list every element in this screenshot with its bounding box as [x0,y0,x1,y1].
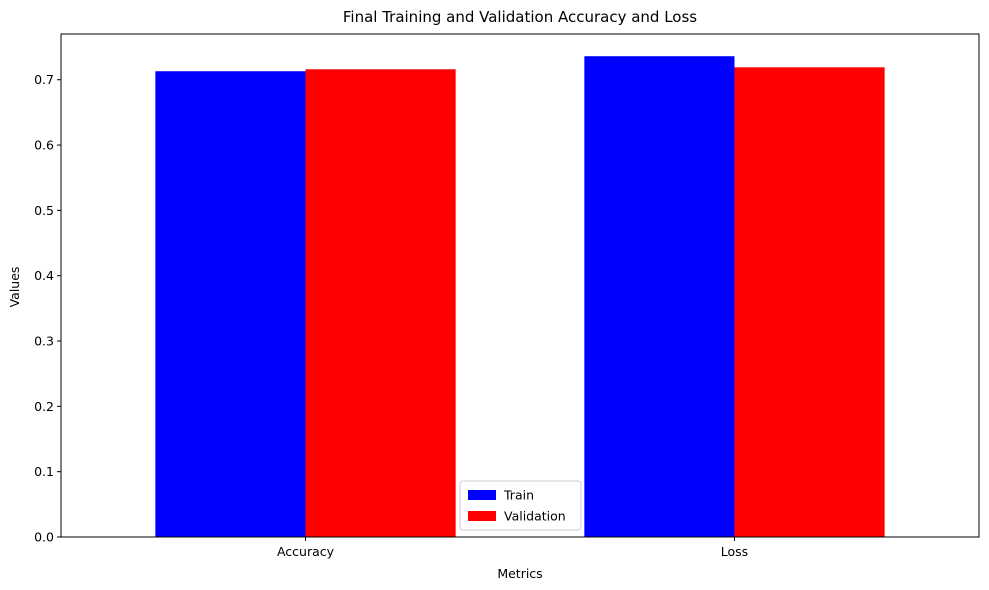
y-tick-label: 0.7 [34,72,54,87]
chart-title: Final Training and Validation Accuracy a… [343,8,697,26]
bar-train-loss [584,56,735,537]
y-tick-label: 0.3 [34,334,54,349]
x-tick-label: Accuracy [277,544,335,559]
legend: Train Validation [459,480,582,531]
y-tick-label: 0.0 [34,530,54,545]
y-tick-label: 0.6 [34,138,54,153]
y-axis-title: Values [7,267,22,308]
y-axis-ticks: 0.0 0.1 0.2 0.3 0.4 0.5 0.6 0.7 [34,72,61,545]
y-tick-label: 0.2 [34,399,54,414]
legend-swatch-train [468,490,496,500]
bar-train-accuracy [155,71,306,538]
x-axis-ticks: Accuracy Loss [277,537,748,559]
y-tick-label: 0.4 [34,268,54,283]
x-tick-label: Loss [721,544,748,559]
legend-swatch-validation [468,511,496,521]
bar-validation-loss [734,67,885,537]
y-tick-label: 0.5 [34,203,54,218]
bar-validation-accuracy [305,69,456,537]
plot-frame [60,33,980,538]
y-tick-label: 0.1 [34,464,54,479]
legend-label-train: Train [503,488,534,503]
bars-layer [155,56,885,538]
legend-label-validation: Validation [504,509,566,524]
x-axis-title: Metrics [497,566,542,581]
